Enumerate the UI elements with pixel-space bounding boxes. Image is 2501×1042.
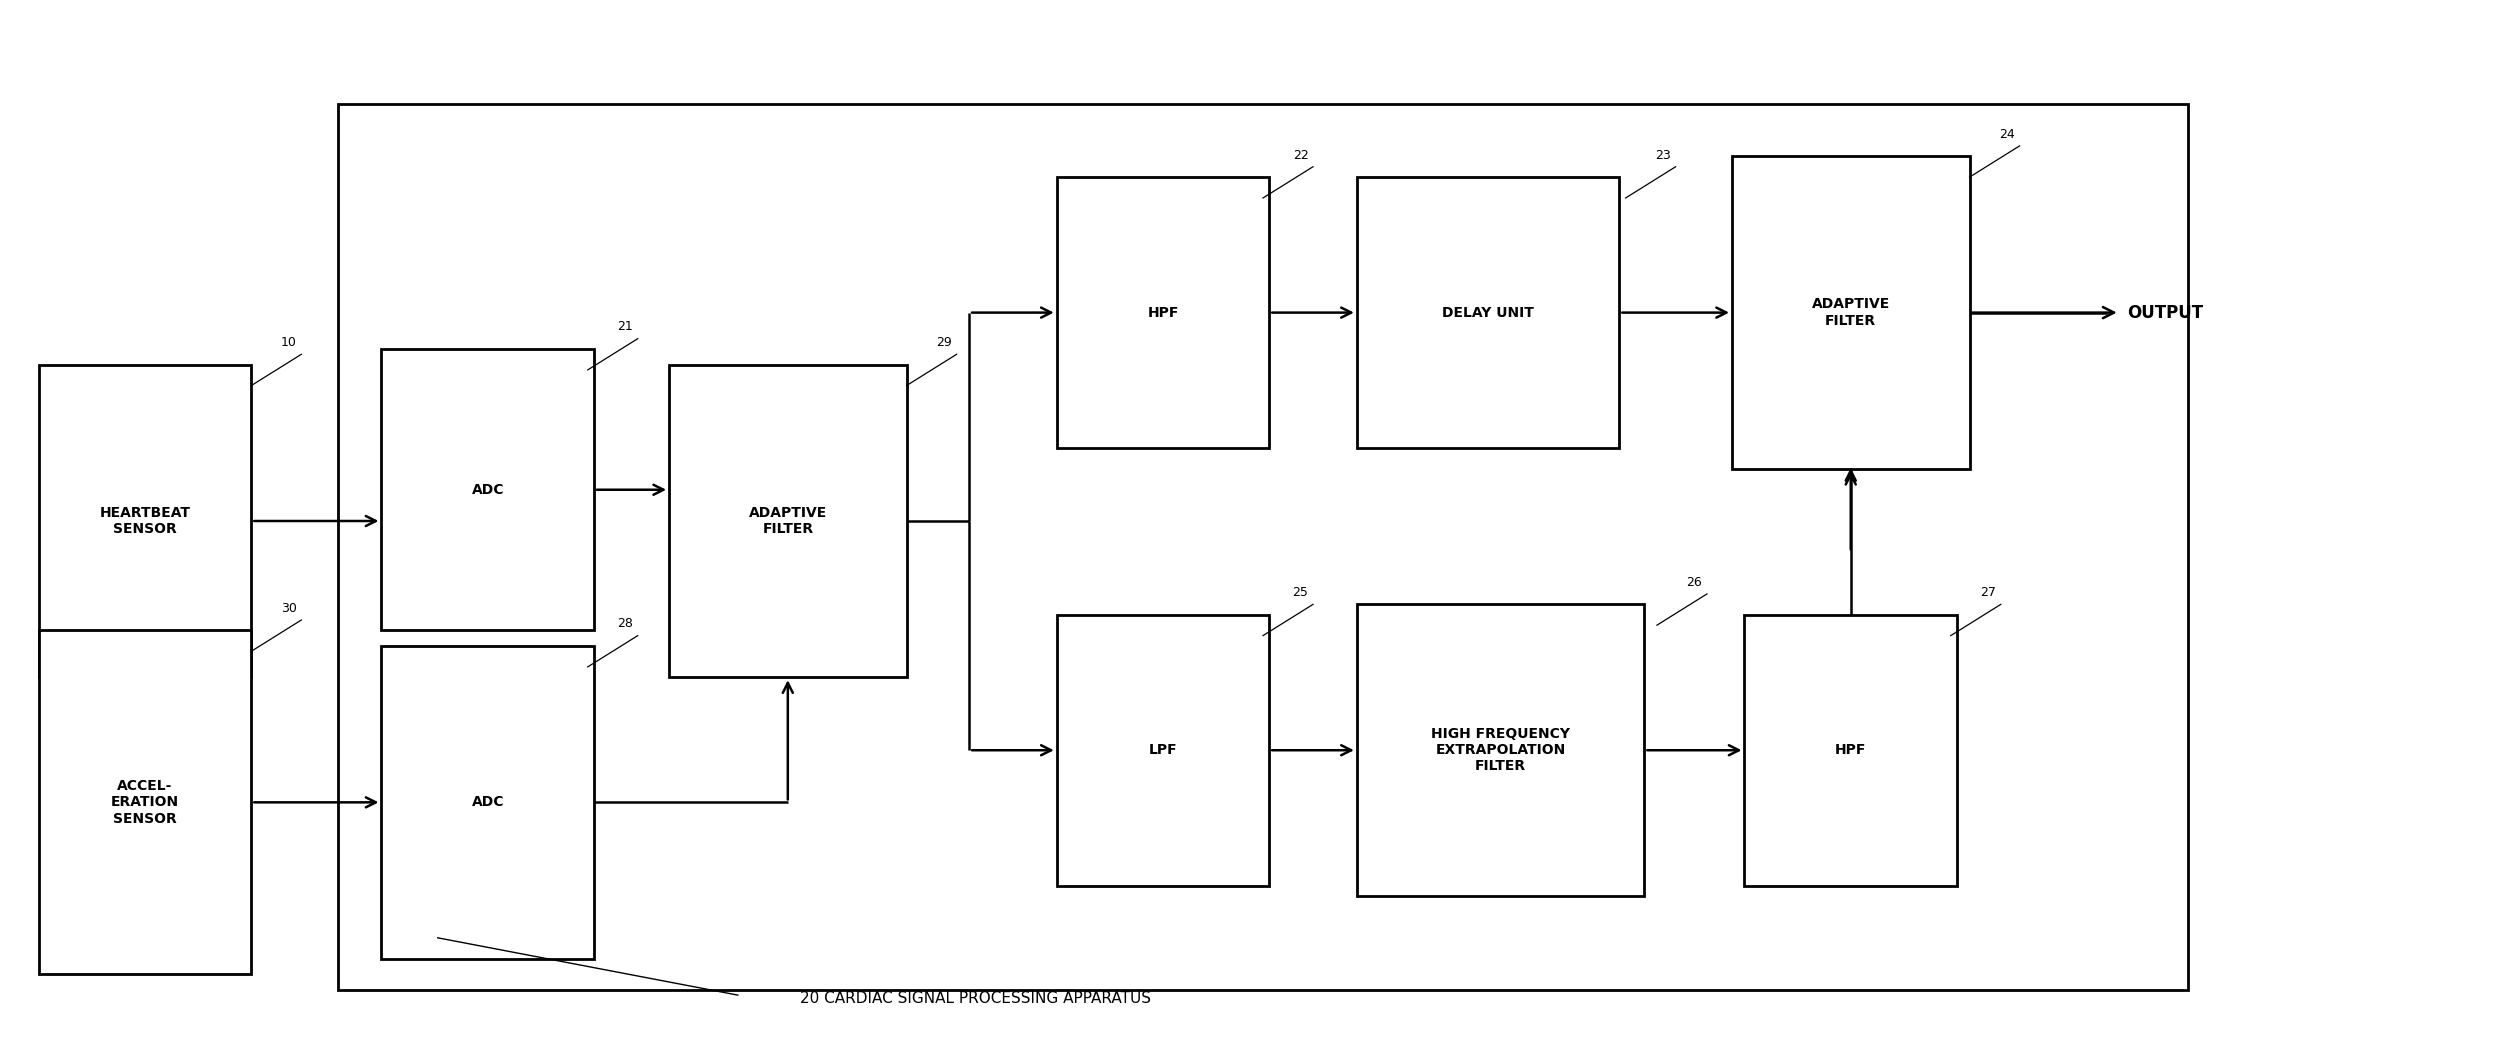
Bar	[1058, 615, 1271, 886]
Text: HIGH FREQUENCY
EXTRAPOLATION
FILTER: HIGH FREQUENCY EXTRAPOLATION FILTER	[1431, 727, 1571, 773]
Text: 23: 23	[1656, 149, 1671, 162]
Bar	[40, 365, 250, 677]
Text: ACCEL-
ERATION
SENSOR: ACCEL- ERATION SENSOR	[110, 779, 180, 825]
Bar	[1058, 177, 1271, 448]
Bar	[380, 349, 595, 630]
Text: HPF: HPF	[1836, 743, 1866, 758]
Text: 22: 22	[1293, 149, 1308, 162]
Text: 24: 24	[1998, 128, 2016, 141]
Text: 10: 10	[280, 337, 298, 349]
Text: ADC: ADC	[473, 795, 503, 810]
Text: HEARTBEAT
SENSOR: HEARTBEAT SENSOR	[100, 506, 190, 536]
Bar	[338, 104, 2188, 990]
Text: LPF: LPF	[1148, 743, 1178, 758]
Bar	[380, 646, 595, 959]
Bar	[1731, 156, 1971, 469]
Text: 21: 21	[618, 321, 633, 333]
Bar	[1356, 177, 1621, 448]
Text: ADC: ADC	[473, 482, 503, 497]
Text: 30: 30	[280, 602, 298, 615]
Text: OUTPUT: OUTPUT	[2126, 303, 2203, 322]
Text: 28: 28	[618, 618, 633, 630]
Text: ADAPTIVE
FILTER: ADAPTIVE FILTER	[748, 506, 828, 536]
Bar	[670, 365, 908, 677]
Bar	[40, 630, 250, 974]
Bar	[1746, 615, 1956, 886]
Text: 29: 29	[935, 337, 953, 349]
Bar	[1356, 604, 1646, 896]
Text: ADAPTIVE
FILTER: ADAPTIVE FILTER	[1811, 298, 1891, 327]
Text: 25: 25	[1293, 587, 1308, 599]
Text: DELAY UNIT: DELAY UNIT	[1443, 305, 1533, 320]
Text: 20 CARDIAC SIGNAL PROCESSING APPARATUS: 20 CARDIAC SIGNAL PROCESSING APPARATUS	[800, 991, 1150, 1006]
Text: 26: 26	[1686, 576, 1703, 589]
Text: 27: 27	[1981, 587, 1996, 599]
Text: HPF: HPF	[1148, 305, 1178, 320]
